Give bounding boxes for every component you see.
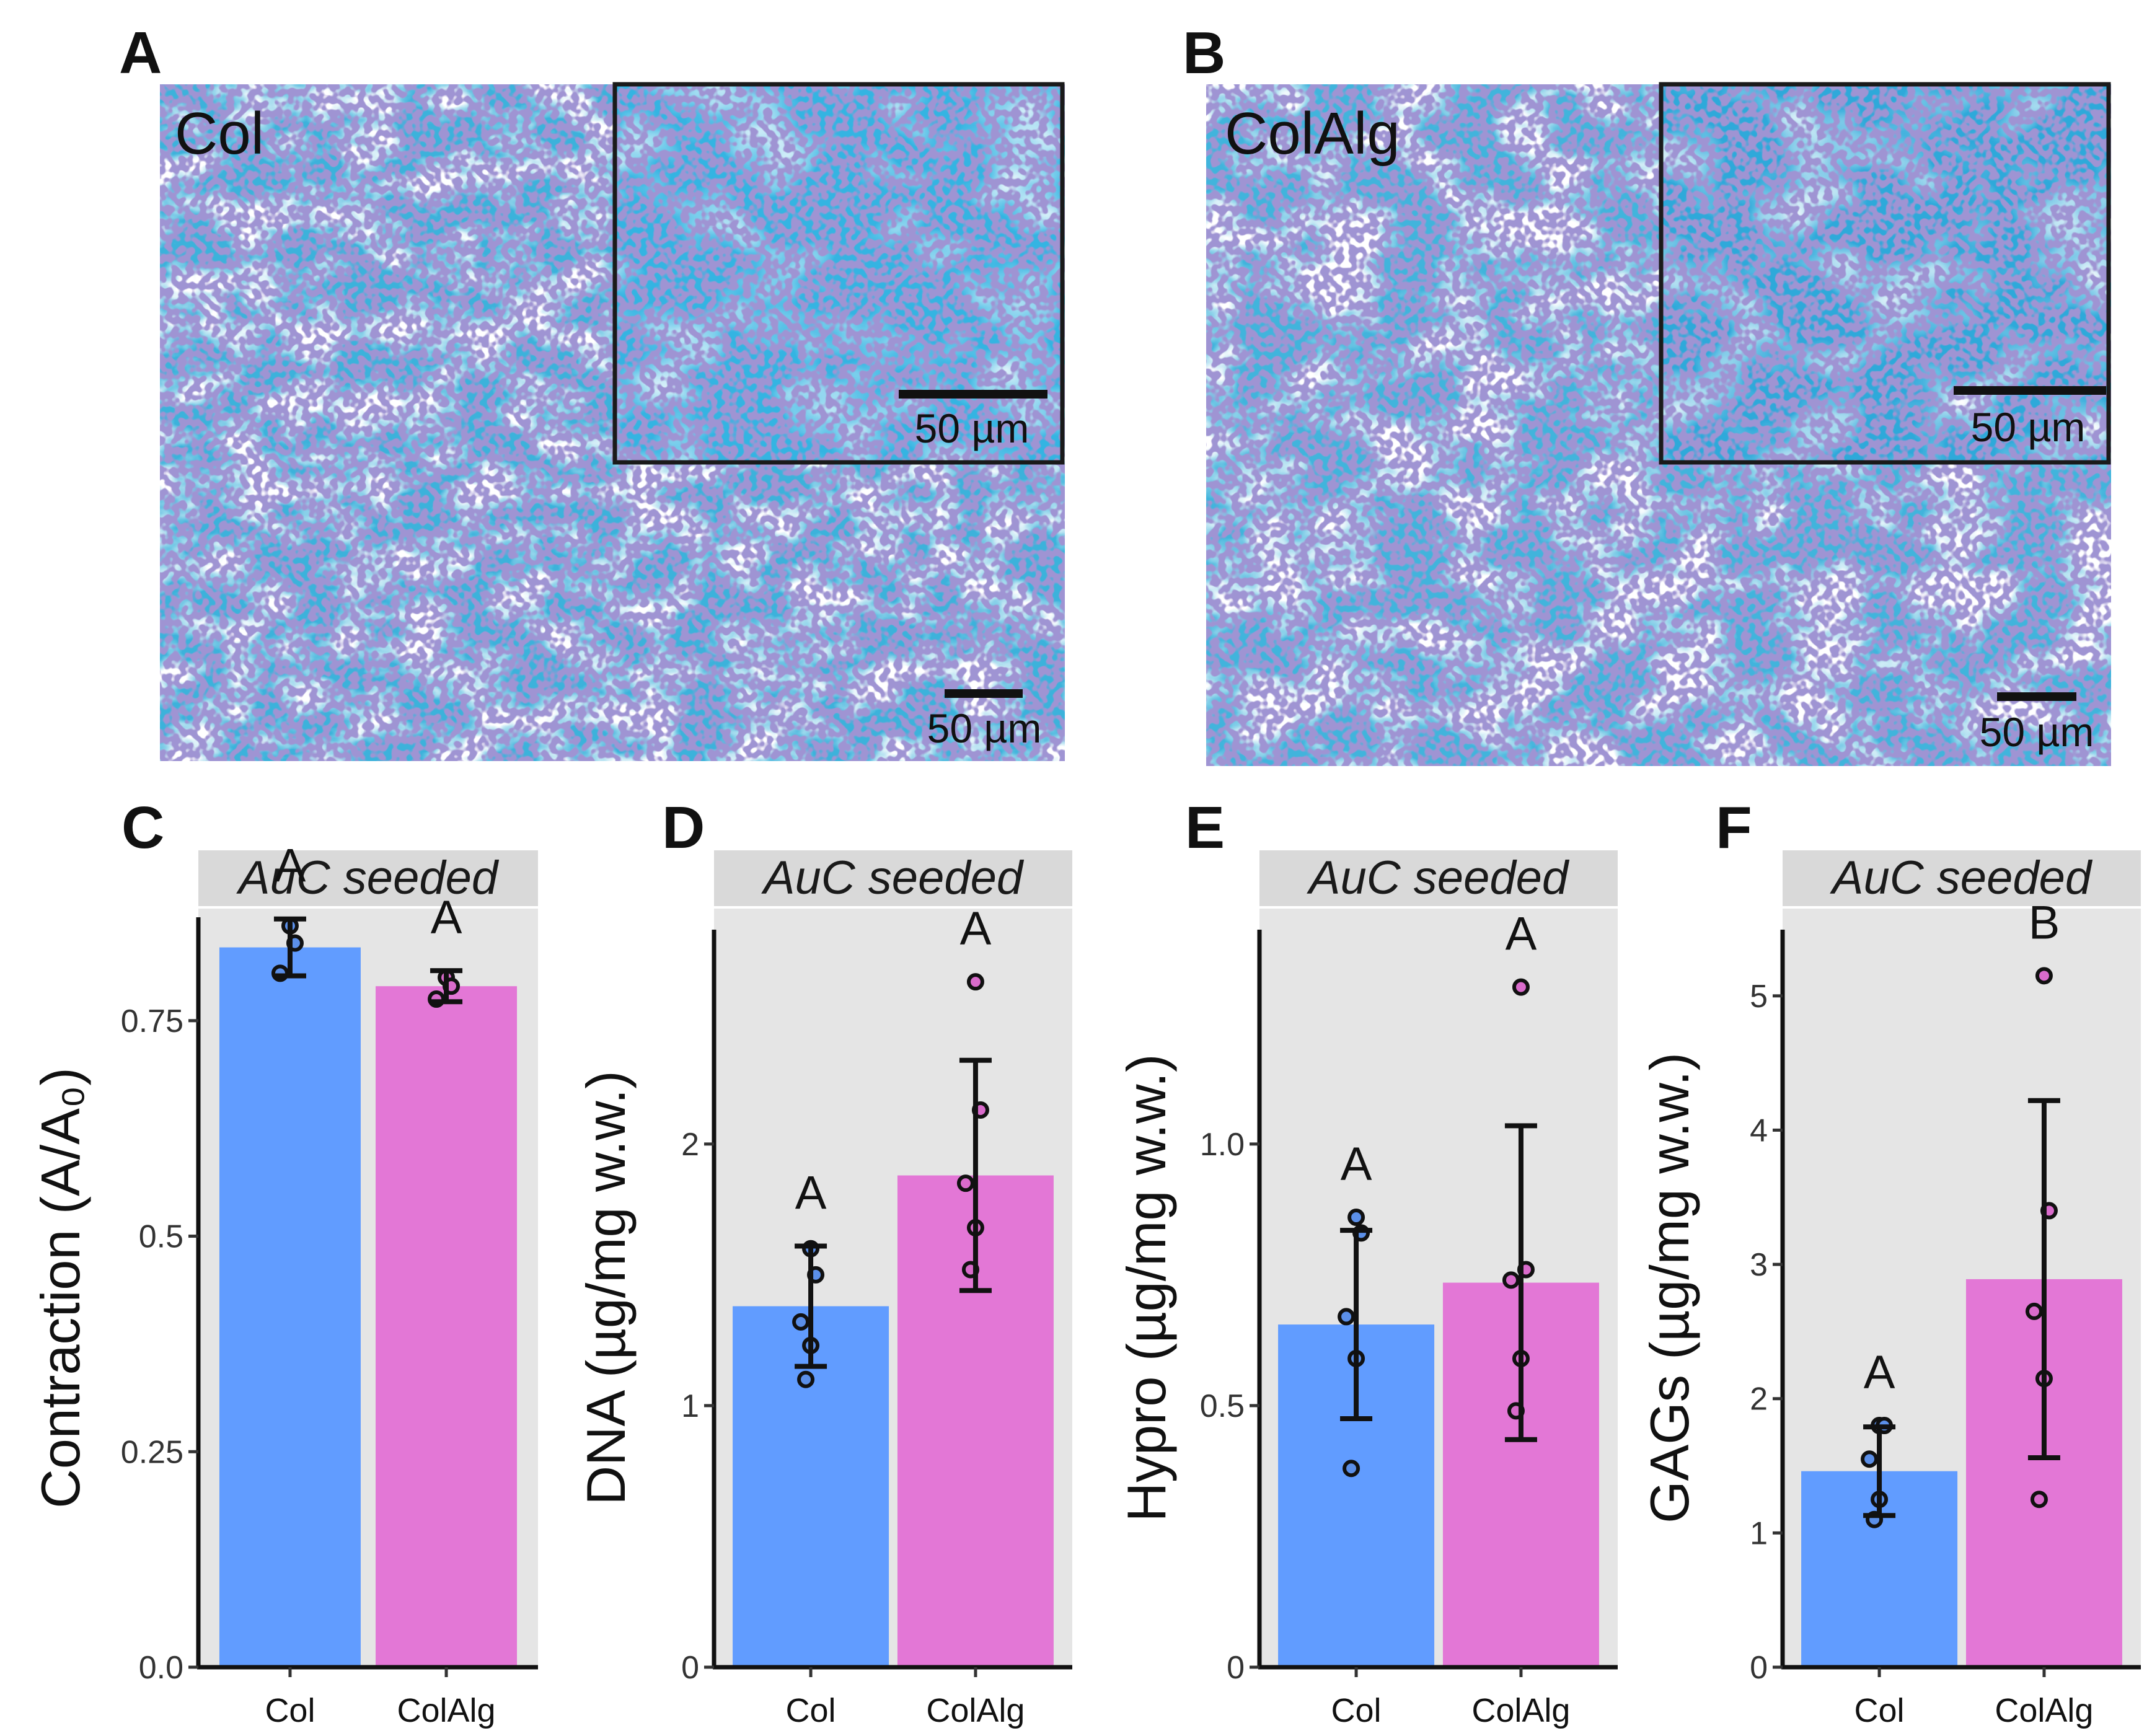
x-tick-label-colalg: ColAlg [1995,1692,2093,1729]
chart-c-strip-label: AuC seeded [236,852,500,904]
y-tick-label: 0.25 [121,1434,183,1470]
y-tick-label: 4 [1750,1113,1768,1148]
y-tick-label: 2 [681,1127,699,1163]
chart-d: D AuC seeded DNA (µg/mg w.w.) A A 0 1 2 Col Co… [575,795,1072,1729]
y-tick-label: 0.0 [139,1650,183,1686]
significance-letter-col: A [275,840,306,892]
data-point-col [1343,1460,1360,1478]
inset-b-scale-label: 50 µm [1971,404,2086,450]
error-bar-col [795,1243,827,1369]
micrograph-b-label: ColAlg [1225,100,1400,167]
x-tick-label-colalg: ColAlg [926,1692,1025,1729]
data-point-colalg [2025,1302,2043,1320]
y-tick-label: 3 [1750,1247,1768,1283]
x-tick-label-col: Col [786,1692,836,1729]
micrograph-b-inset [1659,82,2111,465]
error-bar-colalg [1504,1123,1537,1442]
chart-f-y-title: GAGs (µg/mg w.w.) [1639,1052,1700,1523]
chart-d-strip-label: AuC seeded [761,852,1025,904]
data-point-colalg [1502,1271,1520,1289]
error-bar-col [1340,1228,1373,1422]
y-tick-label: 0.75 [121,1003,183,1039]
micrograph-a-inset [612,82,1065,465]
chart-e: E AuC seeded Hypro (µg/mg w.w.) A A 0 0.5 1.… [1116,795,1618,1729]
chart-c: C AuC seeded Contraction (A/A₀) A A 0.0 0.2… [30,795,538,1729]
bar-col [219,947,361,1667]
chart-e-y-title: Hypro (µg/mg w.w.) [1116,1054,1177,1522]
data-point-colalg [2030,1491,2048,1509]
significance-letter-colalg: A [960,902,992,955]
main-a-scale-label: 50 µm [927,705,1042,751]
chart-f-body: A B 0 1 2 3 4 5 Col ColAlg [1750,896,2141,1729]
chart-e-strip-label: AuC seeded [1307,852,1570,904]
error-bar-colalg [430,968,463,1005]
data-point-col [797,1370,815,1388]
inset-a-scale-label: 50 µm [915,405,1030,451]
chart-e-strip [1259,850,1618,906]
y-tick-label: 1 [1750,1515,1768,1551]
x-tick-label-col: Col [1854,1692,1905,1729]
chart-d-body: A A 0 1 2 Col ColAlg [681,902,1072,1729]
main-b-scale-label: 50 µm [1980,709,2094,755]
significance-letter-colalg: B [2029,896,2060,949]
chart-d-strip [714,850,1072,906]
chart-f-strip-label: AuC seeded [1830,852,2093,904]
y-tick-label: 0 [1750,1650,1768,1686]
y-tick-label: 0.5 [1200,1388,1245,1424]
chart-f: F AuC seeded GAGs (µg/mg w.w.) A B 0 1 2 3 4 5 C… [1639,795,2141,1729]
data-point-colalg [966,973,984,991]
y-tick-label: 2 [1750,1381,1768,1417]
panel-letter-c: C [121,795,164,861]
error-bar-colalg [2027,1098,2060,1461]
x-tick-label-colalg: ColAlg [1471,1692,1570,1729]
x-tick-label-col: Col [265,1692,315,1729]
significance-letter-colalg: A [1506,908,1537,961]
y-tick-label: 1 [681,1388,699,1424]
error-bar-col [273,916,306,979]
panel-letter-e: E [1185,795,1225,861]
micrograph-a-label: Col [175,100,264,167]
y-tick-label: 0 [1227,1650,1245,1686]
significance-letter-col: A [1341,1138,1372,1191]
panel-letter-b: B [1183,20,1225,86]
micrograph-b: B ColAlg 50 µm 50 µm [1183,20,2111,766]
data-point-colalg [2035,967,2053,985]
data-point-col [1347,1209,1365,1227]
data-point-col [792,1313,810,1331]
error-bar-colalg [959,1057,992,1293]
chart-f-strip [1783,850,2141,906]
data-point-colalg [1512,978,1530,996]
significance-letter-col: A [795,1166,827,1219]
x-tick-label-colalg: ColAlg [397,1692,496,1729]
data-point-col [1338,1308,1356,1326]
chart-e-body: A A 0 0.5 1.0 Col ColAlg [1200,908,1618,1729]
data-point-colalg [956,1174,974,1192]
micrograph-a: A Col 50 µm 50 µm [119,20,1065,761]
y-tick-label: 0 [681,1650,699,1686]
y-tick-label: 0.5 [139,1219,183,1255]
x-tick-label-col: Col [1331,1692,1382,1729]
chart-c-body: A A 0.0 0.25 0.5 0.75 Col ColAlg [121,840,538,1729]
data-point-col [1861,1450,1879,1468]
chart-c-strip [198,850,538,906]
panel-letter-d: D [662,795,705,861]
bar-colalg [376,986,518,1667]
chart-c-y-title: Contraction (A/A₀) [30,1067,91,1508]
error-bar-col [1863,1424,1896,1518]
y-tick-label: 1.0 [1200,1127,1245,1163]
chart-d-y-title: DNA (µg/mg w.w.) [575,1070,637,1505]
significance-letter-col: A [1864,1346,1895,1399]
panel-letter-a: A [119,20,162,86]
y-tick-label: 5 [1750,979,1768,1015]
panel-letter-f: F [1716,795,1752,861]
significance-letter-colalg: A [431,891,462,944]
